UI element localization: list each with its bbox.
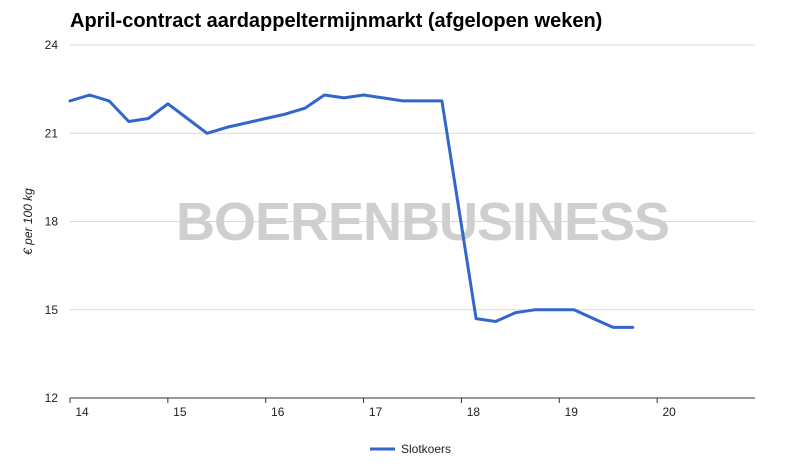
x-tick-label: 15 [173,405,187,419]
chart-title: April-contract aardappeltermijnmarkt (af… [70,10,603,32]
data-point [88,93,92,97]
data-point [533,308,537,312]
data-point [362,93,366,97]
y-tick-label: 12 [45,391,59,405]
data-point [494,320,498,324]
x-tick-label: 14 [75,405,89,419]
x-tick-label: 19 [565,405,579,419]
data-point [420,99,424,103]
y-tick-label: 18 [45,215,59,229]
series-layer [68,93,635,329]
data-point [474,317,478,321]
data-point [107,99,111,103]
data-point [572,308,576,312]
legend-label-slotkoers: Slotkoers [401,442,451,456]
data-point [552,308,556,312]
data-point [283,112,287,116]
grid-lines [70,44,755,311]
data-point [68,99,72,103]
y-tick-label: 15 [45,303,59,317]
data-point [264,117,268,121]
data-point [244,121,248,125]
watermark-logo: BOERENBUSINESS [176,192,669,252]
data-point [342,96,346,100]
data-point [303,106,307,110]
data-point [401,99,405,103]
x-tick-label: 18 [467,405,481,419]
x-axis-ticks: 14 15 16 17 18 19 20 [69,398,676,419]
x-tick-label: 17 [369,405,383,419]
data-point [513,311,517,315]
data-point [127,119,131,123]
data-point [225,125,229,129]
data-point [592,317,596,321]
y-tick-label: 24 [45,38,59,52]
x-tick-label: 16 [271,405,285,419]
data-point [611,325,615,329]
data-point [381,96,385,100]
data-point [166,102,170,106]
series-line-slotkoers [68,93,635,329]
x-tick-label: 20 [662,405,676,419]
y-tick-label: 21 [45,126,59,140]
data-point [440,99,444,103]
data-point [146,117,150,121]
y-axis-ticks: 12 15 18 21 24 [45,38,59,405]
data-point [185,117,189,121]
data-point [205,131,209,135]
data-point [322,93,326,97]
data-point [631,325,635,329]
legend[interactable]: Slotkoers [370,442,451,456]
y-axis-label: € per 100 kg [21,188,35,255]
